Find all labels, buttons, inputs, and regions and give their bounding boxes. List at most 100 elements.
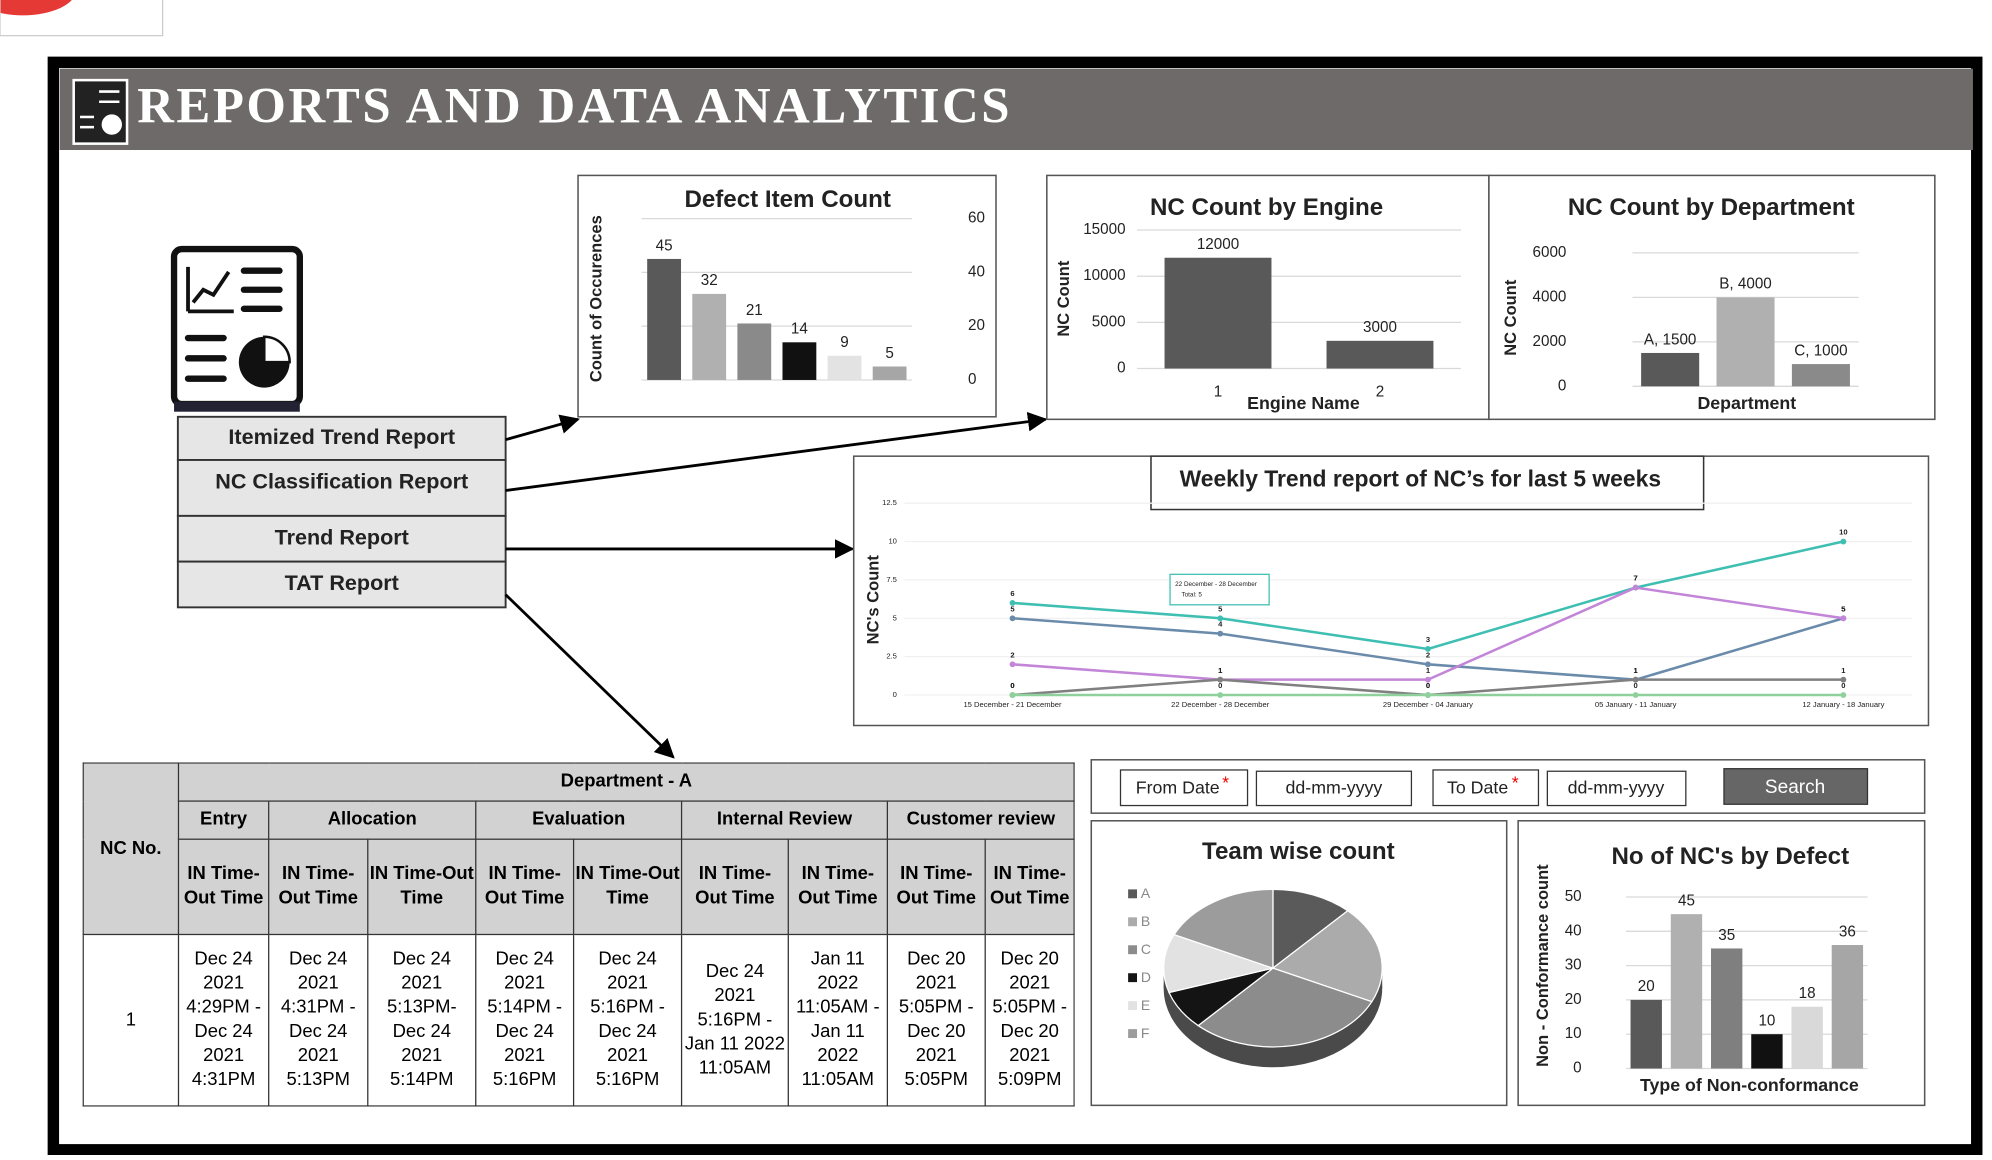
data-label: 20 (1638, 978, 1655, 995)
bar (1751, 1034, 1783, 1069)
filter: From Date * dd-mm-yyyy To Date * dd-mm-y… (1119, 768, 1869, 807)
stage-header: Internal Review (680, 800, 889, 840)
date-placeholder: dd-mm-yyyy (1568, 778, 1665, 798)
data-label: 12000 (1197, 236, 1239, 253)
point (1217, 615, 1224, 622)
column-header: IN Time-Out Time (787, 838, 889, 936)
data-label: 0 (1634, 681, 1638, 690)
column-header: IN Time-Out Time (475, 838, 575, 936)
date-placeholder: dd-mm-yyyy (1286, 778, 1383, 798)
data-label: 35 (1718, 927, 1735, 944)
y-axis-label: NC Count (1055, 260, 1073, 337)
y-tick-label: 12.5 (882, 498, 897, 507)
data-label: 1 (1218, 666, 1223, 675)
column-header: IN Time-Out Time (572, 838, 683, 936)
legend-swatch (1128, 945, 1138, 955)
data-label: 14 (791, 321, 808, 338)
data-label: 2 (1426, 650, 1430, 659)
y-tick-label: 7.5 (886, 575, 897, 584)
menu-item[interactable] (176, 514, 507, 563)
point (1632, 692, 1639, 698)
pie-slice (1272, 888, 1349, 970)
menu-item[interactable] (176, 459, 507, 517)
tat-table: NC No. Department - A Entry Allocation Evalu… (82, 762, 1075, 1107)
from-label-box (1119, 769, 1249, 807)
data-label: 5 (1841, 604, 1846, 613)
data-label: 1 (1634, 666, 1639, 675)
column-row: IN Time-Out Time IN Time-Out Time IN Time-… (83, 838, 1075, 936)
pie-slice (1173, 888, 1274, 970)
bar (647, 258, 682, 380)
menu-item[interactable] (176, 560, 507, 609)
tooltip (1169, 573, 1270, 606)
table-cell: Dec 24 2021 4:31PM - Dec 24 2021 5:13PM (268, 933, 369, 1107)
bar (872, 366, 907, 380)
menu-label: Itemized Trend Report (228, 424, 455, 449)
pie-slice (1271, 909, 1383, 1003)
data-label: C, 1000 (1794, 342, 1847, 359)
y-tick-label: 0 (1558, 377, 1566, 394)
title-box (1150, 455, 1705, 511)
data-label: 32 (701, 272, 718, 289)
y-tick-label: 10 (1565, 1025, 1582, 1042)
x-tick-label: 12 January - 18 January (1802, 700, 1884, 709)
y-tick-label: 4000 (1533, 288, 1567, 305)
chart-title: Defect Item Count (684, 186, 890, 213)
data-label: 45 (656, 237, 673, 254)
legend-swatch (1128, 1001, 1138, 1011)
data-label: 5 (1841, 604, 1846, 613)
legend-swatch (1128, 889, 1138, 899)
data-row: 1 Dec 24 2021 4:29PM - Dec 24 2021 4:31PM… (82, 933, 1075, 1107)
point (1840, 676, 1847, 683)
y-axis-label: NC's Count (864, 555, 882, 645)
column-header: IN Time-Out Time (177, 838, 270, 936)
bar (692, 293, 727, 380)
column-header: IN Time-Out Time (886, 838, 986, 936)
search-button[interactable] (1723, 768, 1869, 805)
point (1425, 676, 1431, 683)
bar (1164, 257, 1272, 369)
x-tick-label: 15 December - 21 December (963, 700, 1062, 709)
data-label: 6 (1010, 589, 1014, 598)
legend-label: D (1141, 969, 1151, 985)
group-row: NC No. Department - A (82, 762, 1075, 936)
y-axis-label: NC Count (1502, 279, 1520, 356)
pie-slice (1163, 933, 1276, 994)
logo-fragment (0, 0, 72, 16)
chart-title: Team wise count (1202, 838, 1395, 865)
y-tick-label: 5000 (1092, 313, 1126, 330)
y-tick-label: 30 (1565, 957, 1582, 974)
to-label: To Date (1447, 778, 1508, 798)
legend-label: C (1141, 941, 1151, 957)
data-label: 21 (746, 302, 763, 319)
point (1425, 661, 1431, 668)
point (1840, 615, 1847, 622)
to-date-input[interactable] (1546, 770, 1687, 807)
point (1840, 692, 1847, 698)
legend-swatch (1128, 1029, 1138, 1039)
data-label: 7 (1634, 574, 1638, 583)
data-label: 0 (1010, 681, 1014, 690)
data-label: 45 (1678, 892, 1695, 909)
y-tick-label: 20 (968, 317, 985, 334)
point (1009, 692, 1016, 698)
bar (1670, 914, 1703, 1069)
y-tick-label: 0 (1117, 360, 1125, 377)
chart-title: NC Count by Department (1568, 194, 1855, 221)
legend-label: A (1141, 885, 1151, 901)
y-axis-label: Count of Occurences (587, 215, 605, 382)
y-tick-label: 6000 (1533, 244, 1567, 261)
data-label: A, 1500 (1644, 331, 1697, 348)
y-tick-label: 0 (1573, 1060, 1581, 1077)
x-axis-label: Department (1697, 393, 1796, 413)
table-cell: Dec 20 2021 5:05PM - Dec 20 2021 5:05PM (886, 933, 986, 1107)
x-tick-label: 2 (1376, 384, 1384, 401)
bar (1831, 945, 1864, 1069)
from-date-input[interactable] (1255, 770, 1413, 807)
data-label: 9 (840, 334, 848, 351)
arrows (504, 411, 1048, 759)
bar (827, 355, 862, 380)
chart-title: No of NC's by Defect (1611, 843, 1849, 870)
menu-label: Trend Report (275, 524, 409, 549)
